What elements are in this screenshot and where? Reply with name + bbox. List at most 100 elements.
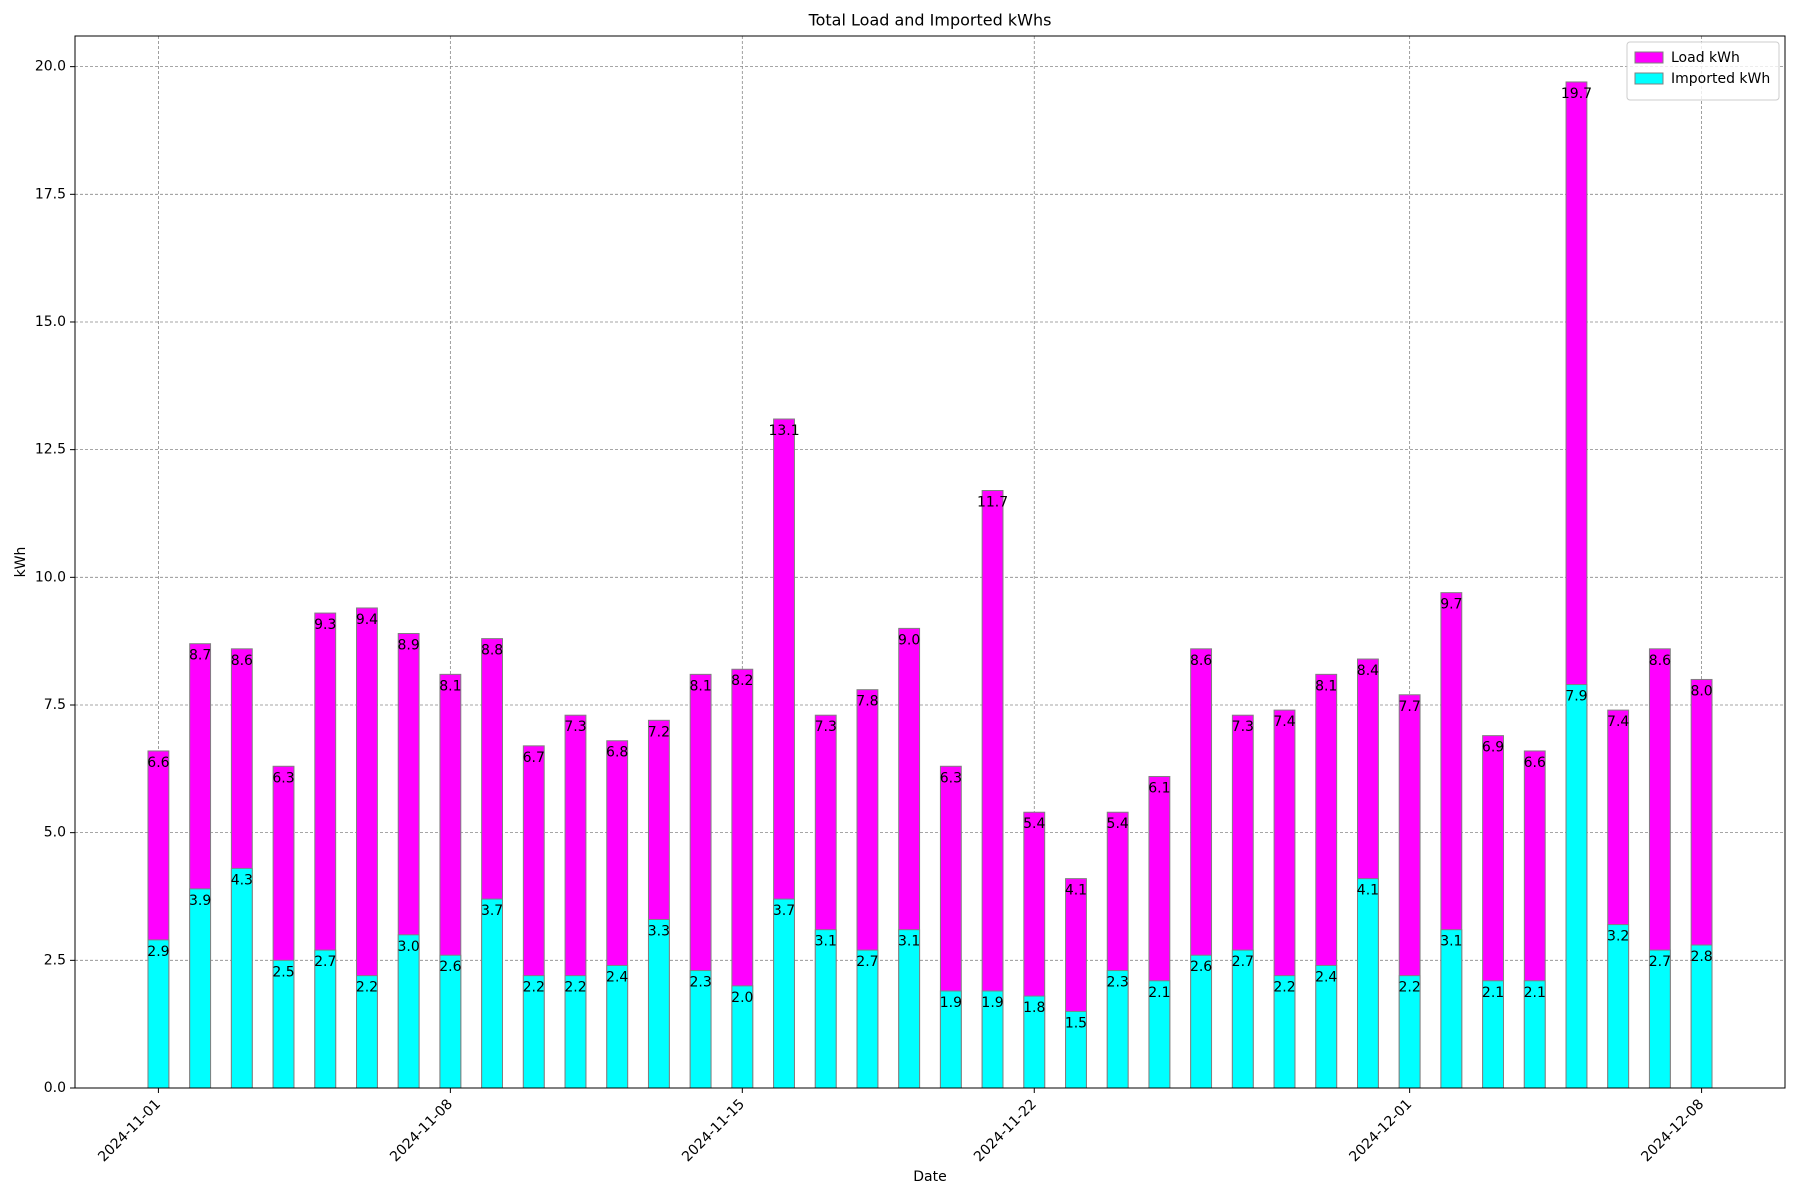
data-label: 2.2 <box>1273 980 1295 996</box>
data-label: 2.6 <box>1190 959 1212 975</box>
bar <box>1607 924 1630 1089</box>
data-label: 2.7 <box>1232 954 1254 970</box>
data-label: 2.0 <box>731 990 753 1006</box>
data-label: 3.3 <box>648 923 670 939</box>
data-label: 2.5 <box>272 964 294 980</box>
data-label: 8.6 <box>1190 653 1212 669</box>
bar <box>397 934 420 1089</box>
data-label: 1.9 <box>981 995 1003 1011</box>
bar <box>189 888 212 1089</box>
data-label: 3.1 <box>898 934 920 950</box>
data-label: 3.1 <box>1440 934 1462 950</box>
data-label: 2.6 <box>439 959 461 975</box>
data-label: 6.9 <box>1482 740 1504 756</box>
data-label: 8.9 <box>398 637 420 653</box>
bar <box>1648 949 1671 1089</box>
data-label: 8.6 <box>1649 653 1671 669</box>
legend-label: Load kWh <box>1671 50 1740 66</box>
data-label: 13.1 <box>768 423 799 439</box>
data-label: 7.8 <box>856 694 878 710</box>
data-label: 3.0 <box>398 939 420 955</box>
data-label: 2.1 <box>1482 985 1504 1001</box>
data-label: 2.4 <box>1315 969 1337 985</box>
bar <box>1690 944 1713 1089</box>
y-tick-label: 7.5 <box>44 697 66 713</box>
data-label: 8.8 <box>481 643 503 659</box>
data-label: 9.3 <box>314 617 336 633</box>
legend-box <box>1626 41 1780 101</box>
data-label: 6.3 <box>272 770 294 786</box>
y-tick-label: 0.0 <box>44 1080 66 1096</box>
data-label: 2.2 <box>1399 980 1421 996</box>
data-label: 2.4 <box>606 969 628 985</box>
bar <box>647 918 670 1089</box>
data-label: 3.1 <box>815 934 837 950</box>
bar <box>1231 949 1254 1089</box>
x-tick-label: 2024-12-01 <box>1346 1096 1415 1165</box>
data-label: 4.1 <box>1065 883 1087 899</box>
data-label: 1.9 <box>940 995 962 1011</box>
x-tick-label: 2024-11-01 <box>95 1096 164 1165</box>
data-label: 3.7 <box>481 903 503 919</box>
data-label: 1.8 <box>1023 1000 1045 1016</box>
bar <box>314 949 337 1089</box>
data-label: 2.7 <box>856 954 878 970</box>
data-label: 3.9 <box>189 893 211 909</box>
data-label: 8.6 <box>231 653 253 669</box>
legend-label: Imported kWh <box>1671 71 1770 87</box>
data-label: 5.4 <box>1023 816 1045 832</box>
data-label: 8.1 <box>1315 678 1337 694</box>
bar <box>898 929 921 1089</box>
chart-title: Total Load and Imported kWhs <box>808 11 1052 30</box>
data-label: 11.7 <box>977 495 1008 511</box>
bar <box>1357 878 1379 1089</box>
bar <box>814 929 837 1089</box>
data-label: 2.1 <box>1148 985 1170 1001</box>
data-label: 6.6 <box>1524 755 1546 771</box>
data-label: 8.4 <box>1357 663 1379 679</box>
data-label: 2.2 <box>356 980 378 996</box>
data-label: 8.1 <box>689 678 711 694</box>
data-label: 6.8 <box>606 745 628 761</box>
data-label: 7.9 <box>1565 689 1587 705</box>
data-label: 2.8 <box>1690 949 1712 965</box>
data-label: 9.7 <box>1440 597 1462 613</box>
y-tick-label: 5.0 <box>44 825 66 841</box>
x-tick-label: 2024-12-08 <box>1638 1096 1707 1165</box>
data-label: 8.0 <box>1690 683 1712 699</box>
data-label: 2.9 <box>147 944 169 960</box>
bar <box>481 898 503 1089</box>
data-label: 7.3 <box>1232 719 1254 735</box>
data-label: 7.7 <box>1399 699 1421 715</box>
data-label: 6.1 <box>1148 780 1170 796</box>
y-tick-label: 10.0 <box>35 569 66 585</box>
legend-swatch <box>1634 51 1664 64</box>
data-label: 6.3 <box>940 770 962 786</box>
data-label: 2.7 <box>314 954 336 970</box>
data-label: 2.3 <box>689 975 711 991</box>
x-tick-label: 2024-11-15 <box>679 1096 748 1165</box>
data-label: 2.2 <box>564 980 586 996</box>
data-label: 2.3 <box>1107 975 1129 991</box>
x-tick-label: 2024-11-08 <box>387 1096 456 1165</box>
data-label: 4.1 <box>1357 883 1379 899</box>
bar <box>1565 684 1588 1089</box>
data-label: 9.4 <box>356 612 378 628</box>
data-label: 3.2 <box>1607 929 1629 945</box>
data-label: 2.1 <box>1524 985 1546 1001</box>
x-tick-label: 2024-11-22 <box>971 1096 1040 1165</box>
bar <box>1440 929 1463 1089</box>
data-label: 4.3 <box>231 872 253 888</box>
data-label: 7.4 <box>1607 714 1629 730</box>
data-label: 7.3 <box>564 719 586 735</box>
data-label: 7.2 <box>648 724 670 740</box>
bar <box>773 898 795 1089</box>
data-label: 8.7 <box>189 648 211 664</box>
data-label: 2.2 <box>523 980 545 996</box>
bar <box>147 939 170 1089</box>
data-label: 7.3 <box>815 719 837 735</box>
data-label: 1.5 <box>1065 1015 1087 1031</box>
data-label: 7.4 <box>1273 714 1295 730</box>
plot-frame <box>74 35 1786 1089</box>
